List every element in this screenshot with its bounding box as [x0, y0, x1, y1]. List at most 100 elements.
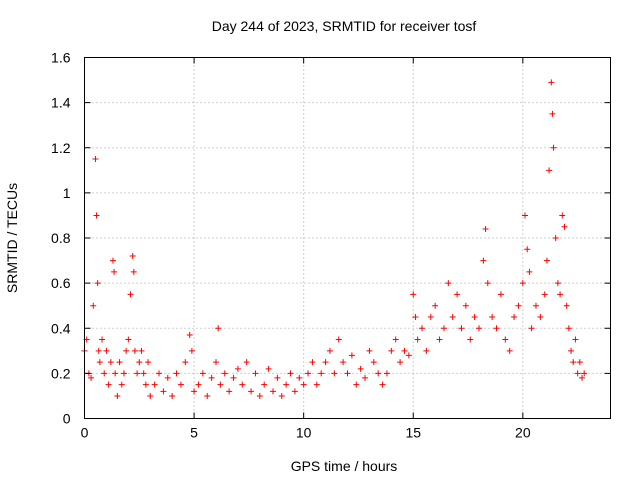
data-point — [515, 302, 522, 309]
data-point — [265, 365, 272, 372]
data-point — [140, 370, 147, 377]
data-point — [532, 302, 539, 309]
x-tick-label: 5 — [190, 425, 198, 441]
data-point — [353, 381, 360, 388]
ticks-layer: 0 5 10 15 20 0 0.2 0.4 0.6 0.8 1 1.2 1.4 1.6 — [51, 50, 611, 441]
data-point — [370, 359, 377, 366]
data-point — [226, 388, 233, 395]
data-point — [120, 370, 127, 377]
data-point — [543, 257, 550, 264]
data-point — [90, 302, 97, 309]
y-tick-label: 1.2 — [51, 140, 71, 156]
data-point — [326, 347, 333, 354]
points-layer — [81, 79, 588, 399]
data-point — [156, 370, 163, 377]
data-point — [199, 370, 206, 377]
data-point — [111, 268, 118, 275]
data-point — [230, 374, 237, 381]
data-point — [537, 313, 544, 320]
y-tick-label: 0.6 — [51, 275, 71, 291]
data-point — [519, 280, 526, 287]
x-tick-label: 0 — [81, 425, 89, 441]
data-point — [554, 280, 561, 287]
data-point — [252, 370, 259, 377]
data-point — [493, 325, 500, 332]
data-point — [476, 325, 482, 332]
data-point — [173, 370, 180, 377]
data-point — [93, 212, 100, 219]
data-point — [88, 374, 95, 381]
data-point — [177, 381, 184, 388]
data-point — [313, 381, 320, 388]
data-point — [383, 370, 390, 377]
data-point — [344, 370, 351, 377]
data-point — [331, 370, 338, 377]
data-point — [118, 381, 125, 388]
data-point — [134, 370, 141, 377]
data-point — [256, 392, 263, 399]
data-point — [445, 280, 452, 287]
data-point — [572, 336, 579, 343]
y-tick-label: 1.6 — [51, 50, 71, 66]
data-point — [234, 365, 241, 372]
data-point — [570, 359, 577, 366]
data-point — [462, 302, 469, 309]
data-point — [188, 347, 195, 354]
data-point — [318, 370, 325, 377]
data-point — [579, 374, 586, 381]
data-point — [401, 347, 408, 354]
data-point — [116, 359, 123, 366]
data-point — [215, 325, 222, 332]
data-point — [576, 359, 583, 366]
data-point — [581, 370, 588, 377]
data-point — [131, 347, 138, 354]
data-point — [129, 253, 136, 260]
data-point — [565, 325, 572, 332]
data-point — [440, 325, 447, 332]
y-tick-label: 1 — [63, 185, 71, 201]
x-axis-label: GPS time / hours — [291, 458, 398, 474]
data-point — [300, 381, 307, 388]
data-point — [112, 370, 119, 377]
data-point — [125, 336, 132, 343]
data-point — [432, 302, 439, 309]
data-point — [145, 359, 152, 366]
x-tick-label: 10 — [296, 425, 312, 441]
data-point — [375, 370, 382, 377]
data-point — [109, 257, 116, 264]
data-point — [274, 374, 281, 381]
data-point — [114, 392, 121, 399]
data-point — [221, 370, 228, 377]
data-point — [419, 325, 426, 332]
data-point — [522, 212, 529, 219]
data-point — [489, 313, 496, 320]
data-point — [186, 332, 193, 339]
data-point — [204, 392, 211, 399]
data-point — [147, 392, 154, 399]
x-tick-label: 20 — [515, 425, 531, 441]
data-point — [92, 156, 99, 163]
data-point — [103, 347, 110, 354]
data-point — [130, 268, 137, 275]
data-point — [526, 268, 533, 275]
y-axis-label: SRMTID / TECUs — [4, 183, 20, 293]
data-point — [449, 313, 456, 320]
data-point — [397, 359, 404, 366]
data-point — [291, 388, 298, 395]
data-point — [213, 359, 219, 366]
data-point — [412, 313, 419, 320]
data-point — [107, 359, 114, 366]
data-point — [502, 336, 509, 343]
data-point — [550, 144, 557, 151]
data-point — [561, 223, 568, 230]
data-point — [340, 359, 347, 366]
data-point — [296, 374, 303, 381]
data-point — [405, 352, 412, 359]
data-point — [511, 313, 518, 320]
data-point — [568, 347, 575, 354]
data-point — [563, 302, 570, 309]
data-point — [482, 225, 489, 232]
data-point — [283, 381, 290, 388]
